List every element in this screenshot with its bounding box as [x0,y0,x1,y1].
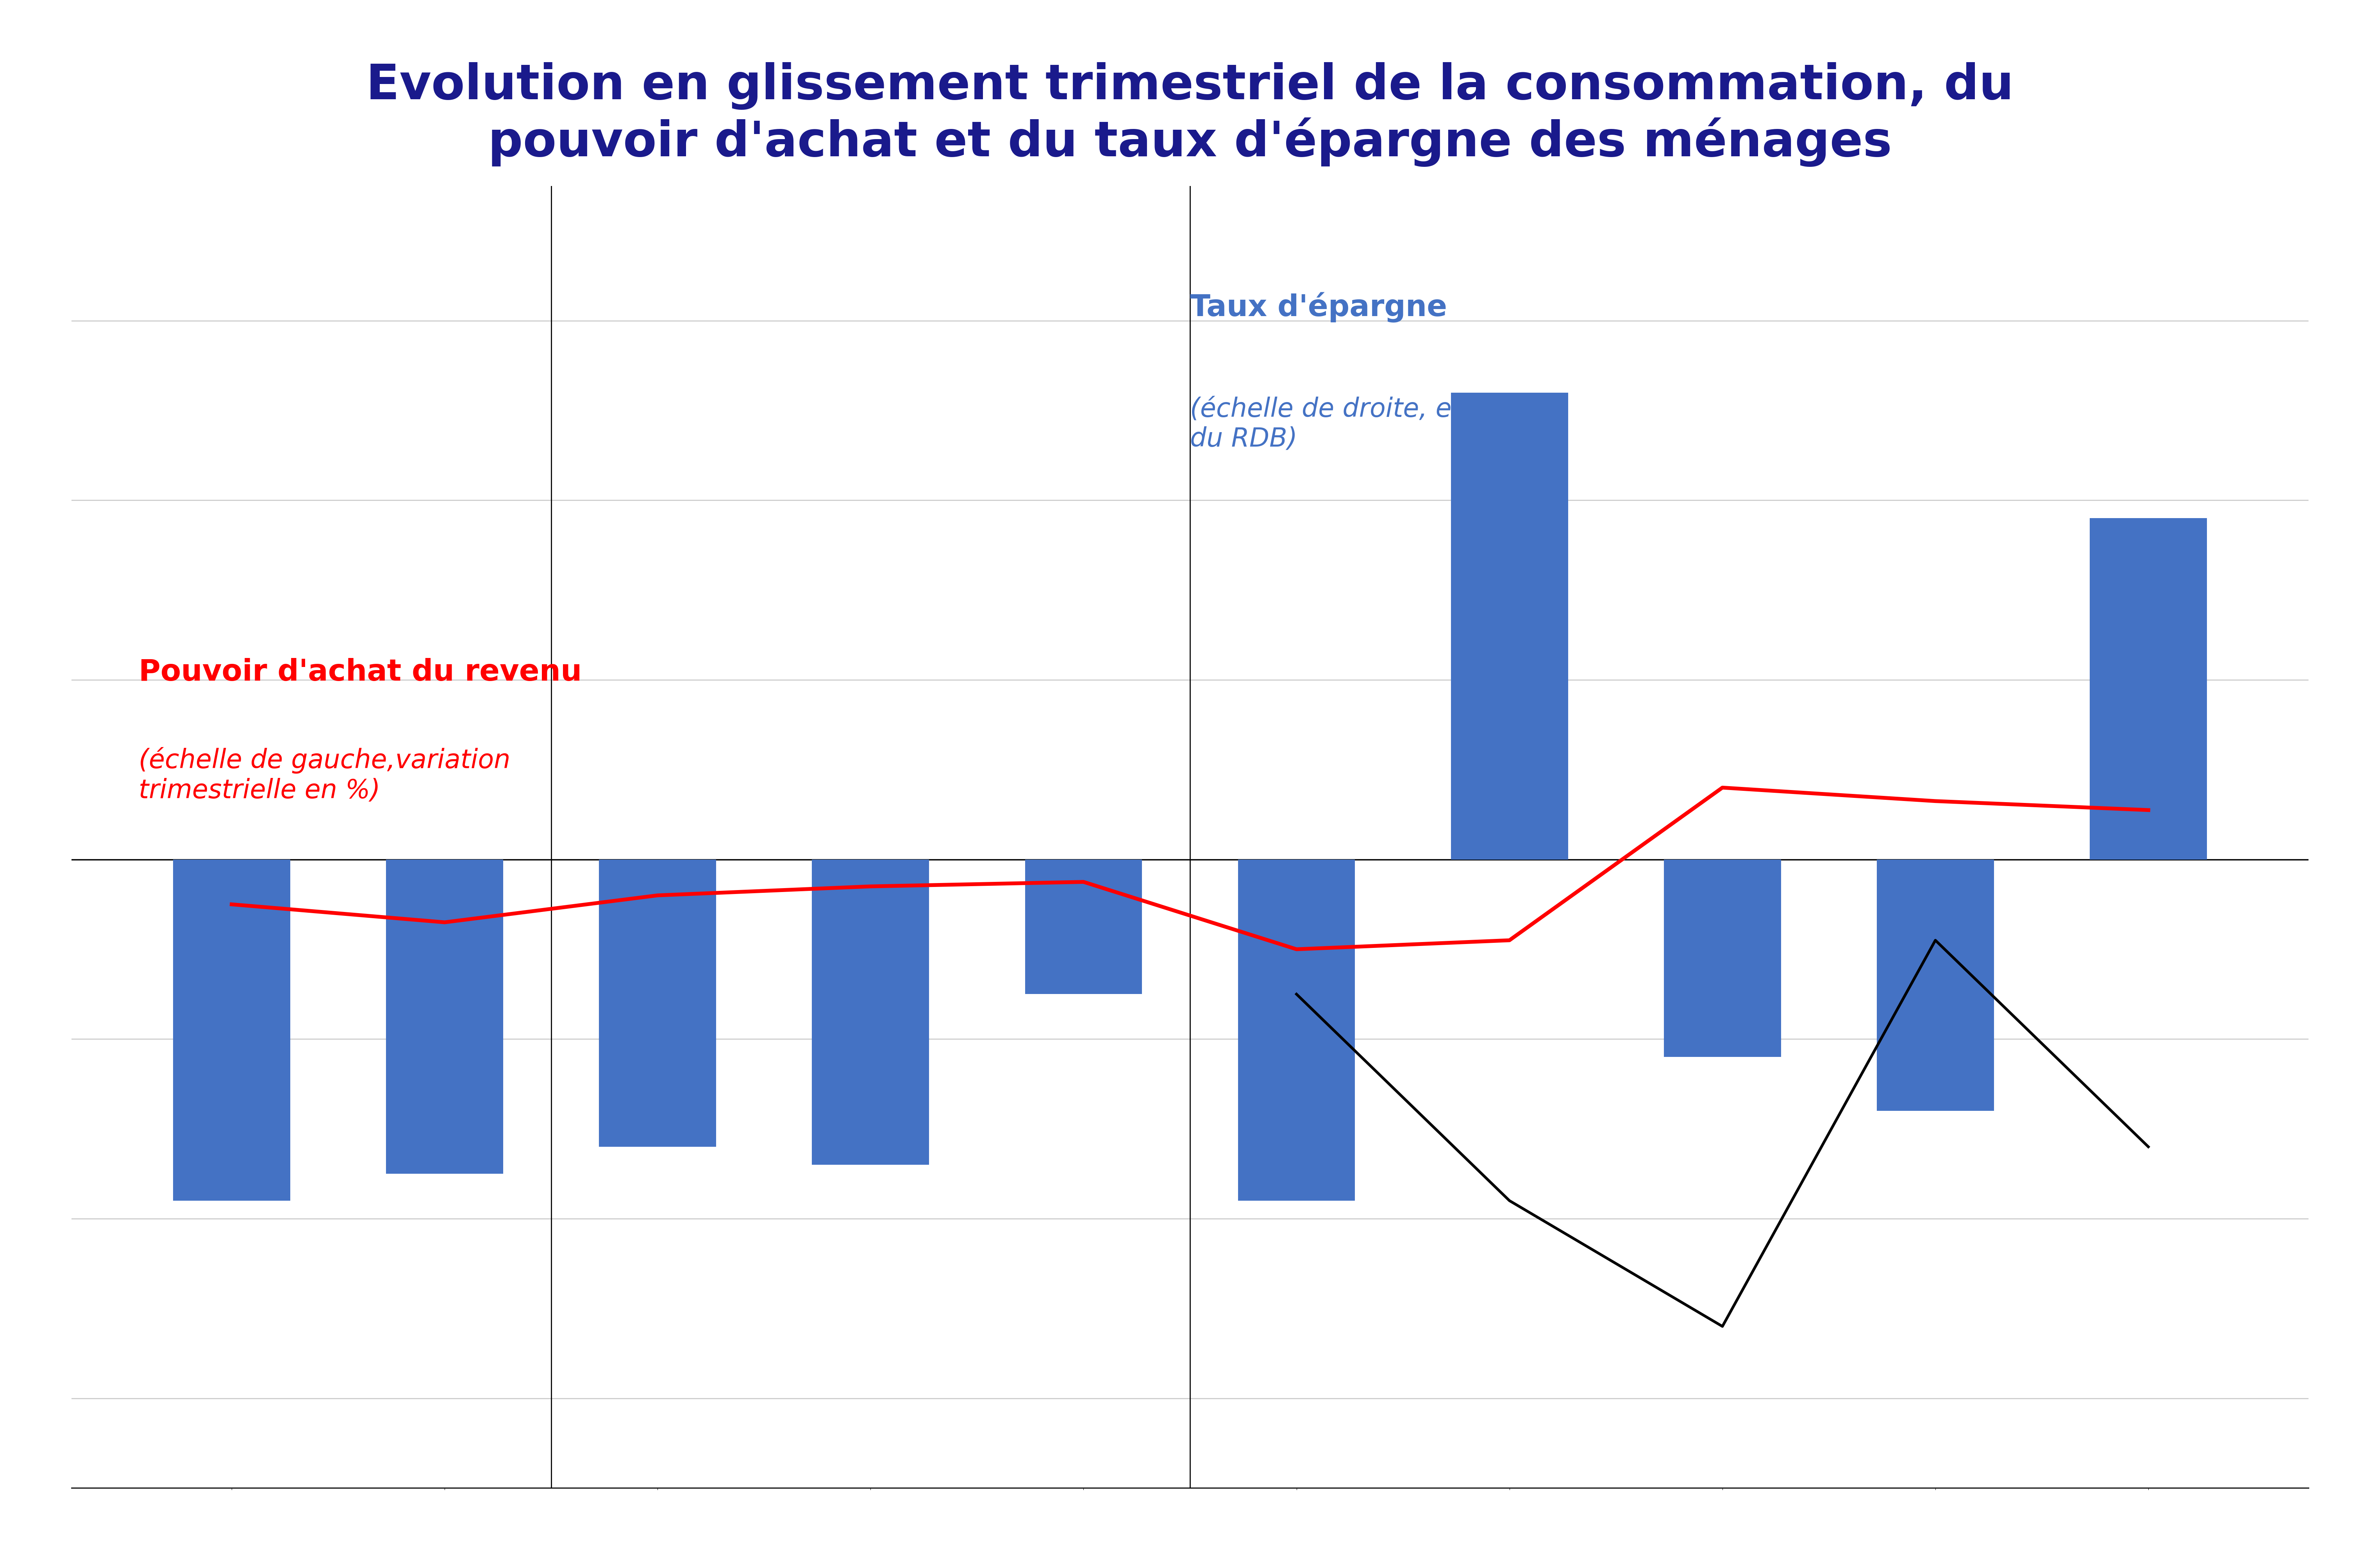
Text: Evolution en glissement trimestriel de la consommation, du
pouvoir d'achat et du: Evolution en glissement trimestriel de l… [367,62,2013,167]
Bar [812,859,928,1164]
Bar [386,859,502,1173]
Bar [1878,859,1994,1111]
Bar [1452,392,1568,859]
Bar [2090,518,2206,859]
Bar [174,859,290,1201]
Bar [1664,859,1780,1057]
Bar [600,859,716,1147]
Text: Pouvoir d'achat du revenu: Pouvoir d'achat du revenu [138,659,581,687]
Bar [1026,859,1142,994]
Text: (échelle de gauche,variation
trimestrielle en %): (échelle de gauche,variation trimestriel… [138,747,509,803]
Bar [1238,859,1354,1201]
Text: (échelle de droite, en %
du RDB): (échelle de droite, en % du RDB) [1190,397,1502,453]
Text: Taux d'épargne: Taux d'épargne [1190,291,1447,322]
